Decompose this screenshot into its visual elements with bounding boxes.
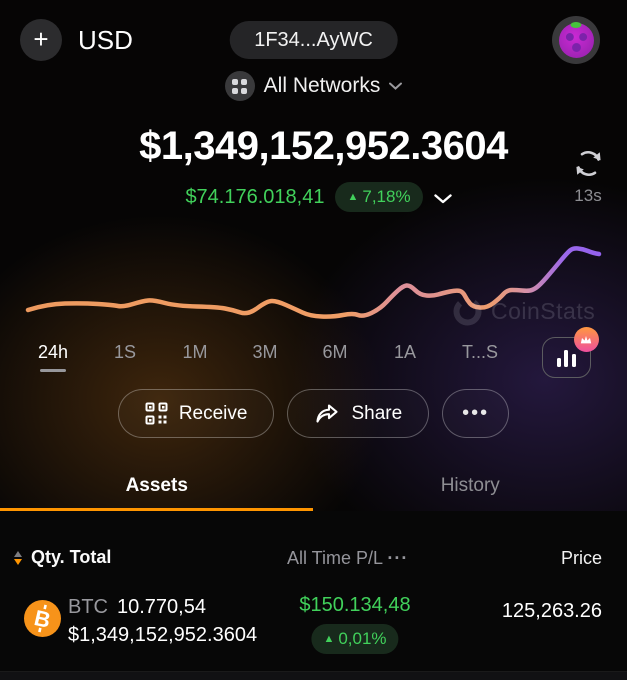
refresh-countdown: 13s — [574, 186, 602, 205]
sort-arrows-icon — [14, 550, 22, 565]
change-percent-badge: ▲ 7,18% — [335, 182, 423, 212]
svg-text:B: B — [32, 605, 53, 633]
plus-icon: + — [33, 23, 49, 54]
up-arrow-icon: ▲ — [323, 633, 335, 645]
hero-section: + USD 1F34...AyWC All Networks $1,349,15… — [0, 0, 627, 511]
asset-pl-column: $150.134,48 ▲ 0,01% — [299, 594, 411, 654]
next-row-edge — [0, 672, 627, 680]
asset-symbol: BTC — [68, 596, 108, 618]
profile-avatar[interactable] — [552, 16, 600, 64]
add-button[interactable]: + — [20, 19, 62, 61]
chevron-down-icon — [433, 193, 452, 203]
refresh-control[interactable]: 13s — [565, 148, 611, 206]
asset-price: 125,263.26 — [501, 600, 602, 622]
action-buttons-row: Receive Share ••• — [0, 389, 627, 438]
timeframe-3m[interactable]: 3M — [252, 342, 278, 372]
wallet-address-pill[interactable]: 1F34...AyWC — [229, 21, 398, 59]
asset-row-btc[interactable]: B BTC 10.770,54 $1,349,152,952.3604 $150… — [0, 585, 627, 671]
chevron-down-icon — [389, 82, 403, 90]
all-time-pl-header[interactable]: All Time P/L ··· — [287, 548, 409, 568]
active-tab-indicator — [0, 508, 313, 511]
asset-pl-percent-badge: ▲ 0,01% — [311, 624, 399, 654]
change-value: $74.176.018,41 — [185, 185, 325, 208]
portfolio-chart-svg — [25, 246, 602, 319]
share-label: Share — [351, 402, 403, 424]
chart-type-button[interactable] — [541, 326, 599, 378]
currency-label[interactable]: USD — [78, 25, 133, 55]
timeframe-all[interactable]: T...S — [462, 342, 498, 372]
row-divider — [0, 671, 627, 672]
wallet-address-text: 1F34...AyWC — [254, 28, 373, 51]
receive-label: Receive — [178, 402, 248, 424]
premium-crown-badge — [573, 326, 599, 352]
refresh-icon — [575, 151, 601, 176]
network-selector-row: All Networks — [0, 71, 627, 101]
networks-grid-icon — [224, 71, 255, 101]
timeframe-1s[interactable]: 1S — [112, 342, 138, 372]
total-balance: $1,349,152,952.3604 — [139, 124, 508, 168]
share-button[interactable]: Share — [287, 389, 430, 438]
assets-list-section: Qty. Total All Time P/L ··· Price B BTC … — [0, 511, 627, 680]
tab-assets[interactable]: Assets — [0, 460, 314, 511]
ellipsis-icon: ••• — [462, 402, 490, 424]
up-arrow-icon: ▲ — [347, 191, 359, 203]
qty-total-header: Qty. Total — [31, 547, 112, 567]
expand-balance-button[interactable] — [433, 191, 452, 204]
tab-history[interactable]: History — [314, 460, 627, 511]
asset-fiat-value: $1,349,152,952.3604 — [68, 624, 258, 646]
bar-chart-icon — [556, 357, 561, 367]
avatar-berry-icon — [558, 22, 594, 58]
section-tabs: Assets History — [0, 460, 627, 511]
network-label: All Networks — [263, 74, 381, 97]
asset-pl-value: $150.134,48 — [299, 594, 411, 616]
portfolio-chart[interactable] — [0, 231, 627, 343]
receive-button[interactable]: Receive — [117, 389, 275, 438]
pl-more-icon: ··· — [387, 548, 409, 568]
bitcoin-icon: B — [24, 600, 61, 637]
balance-change-row: $74.176.018,41 ▲ 7,18% — [0, 182, 627, 212]
timeframe-1m[interactable]: 1M — [182, 342, 208, 372]
price-header[interactable]: Price — [560, 548, 602, 568]
timeframe-1a[interactable]: 1A — [392, 342, 418, 372]
timeframe-24h[interactable]: 24h — [38, 342, 68, 372]
timeframe-tabs: 24h 1S 1M 3M 6M 1A T...S — [0, 326, 627, 381]
more-actions-button[interactable]: ••• — [442, 389, 510, 438]
asset-pl-percent: 0,01% — [338, 629, 387, 648]
asset-quantity: 10.770,54 — [117, 596, 206, 618]
change-percent: 7,18% — [362, 187, 411, 206]
qr-code-icon — [145, 402, 168, 425]
asset-line1: BTC 10.770,54 — [68, 596, 206, 619]
crown-icon — [581, 335, 592, 343]
network-selector[interactable]: All Networks — [224, 71, 403, 101]
share-arrow-icon — [316, 403, 339, 423]
timeframe-6m[interactable]: 6M — [322, 342, 348, 372]
sort-qty-total[interactable]: Qty. Total — [14, 547, 111, 568]
